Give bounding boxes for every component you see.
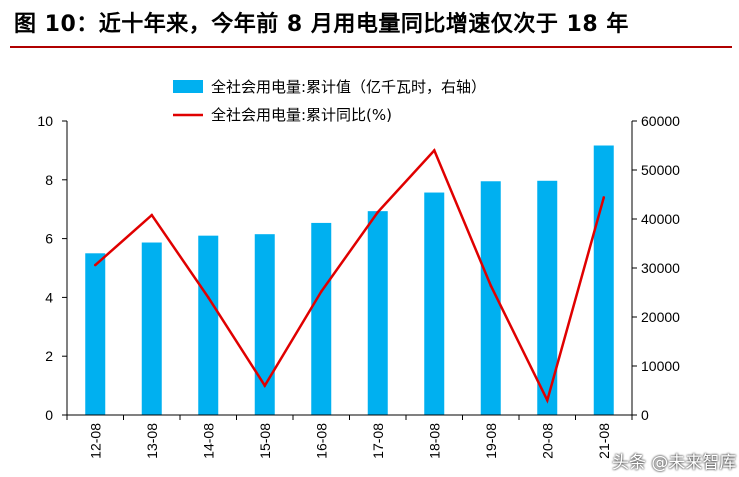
line-point-19-08 <box>489 284 493 287</box>
legend-label-bar: 全社会用电量:累计值（亿千瓦时，右轴） <box>211 78 486 96</box>
y-left-tick-label: 10 <box>37 113 53 129</box>
bar-13-08 <box>141 242 162 415</box>
line-point-12-08 <box>93 263 97 267</box>
bar-19-08 <box>480 181 501 415</box>
bar-series <box>85 145 614 415</box>
y-right-tick-label: 40000 <box>641 211 680 227</box>
x-tick-label: 15-08 <box>257 423 273 459</box>
x-tick-label: 16-08 <box>313 423 329 459</box>
bar-16-08 <box>311 222 332 415</box>
x-tick-label: 14-08 <box>200 423 216 459</box>
x-tick-label: 12-08 <box>87 423 103 459</box>
y-right-tick-label: 60000 <box>641 113 680 129</box>
bar-12-08 <box>85 253 106 415</box>
legend: 全社会用电量:累计值（亿千瓦时，右轴） 全社会用电量:累计同比(%) <box>173 78 486 124</box>
chart-title: 图 10：近十年来，今年前 8 月用电量同比增速仅次于 18 年 <box>14 12 629 37</box>
y-left-tick-label: 4 <box>45 289 53 305</box>
line-point-21-08 <box>602 196 606 199</box>
x-tick-label: 18-08 <box>426 423 442 459</box>
line-point-16-08 <box>319 290 323 293</box>
line-point-18-08 <box>432 149 436 152</box>
y-left-tick-label: 8 <box>45 172 53 188</box>
x-tick-label: 13-08 <box>144 423 160 459</box>
y-right-tick-label: 0 <box>641 407 649 423</box>
y-left-tick-label: 0 <box>45 407 53 423</box>
y-right-tick-label: 10000 <box>641 358 680 374</box>
y-right-tick-label: 30000 <box>641 260 680 276</box>
bar-15-08 <box>254 234 275 415</box>
bar-18-08 <box>424 192 445 415</box>
line-point-20-08 <box>545 399 549 402</box>
y-left-tick-label: 6 <box>45 231 53 247</box>
legend-swatch-bar <box>173 80 203 93</box>
bar-21-08 <box>593 145 614 415</box>
axes: 0 2 4 6 8 10 0 10000 20000 30000 40000 50000 60000 <box>37 113 680 423</box>
x-tick-label: 20-08 <box>539 423 555 459</box>
line-point-14-08 <box>206 296 210 299</box>
line-point-15-08 <box>263 384 267 387</box>
y-left-tick-label: 2 <box>45 348 53 364</box>
line-point-13-08 <box>150 213 154 217</box>
x-tick-label: 21-08 <box>596 423 612 459</box>
legend-label-line: 全社会用电量:累计同比(%) <box>211 106 392 124</box>
watermark: 头条 @未来智库 <box>612 453 737 473</box>
line-point-17-08 <box>376 210 380 214</box>
x-axis-labels: 12-08 13-08 14-08 15-08 16-08 17-08 18-08 19-08… <box>87 423 612 459</box>
line-series <box>93 148 606 404</box>
line-series-path <box>94 148 606 404</box>
bar-14-08 <box>198 235 219 415</box>
bar-20-08 <box>537 180 558 415</box>
y-right-tick-label: 50000 <box>641 162 680 178</box>
title-divider <box>10 46 732 48</box>
x-tick-label: 17-08 <box>370 423 386 459</box>
x-tick-label: 19-08 <box>483 423 499 459</box>
bar-17-08 <box>367 211 388 415</box>
y-right-tick-label: 20000 <box>641 309 680 325</box>
